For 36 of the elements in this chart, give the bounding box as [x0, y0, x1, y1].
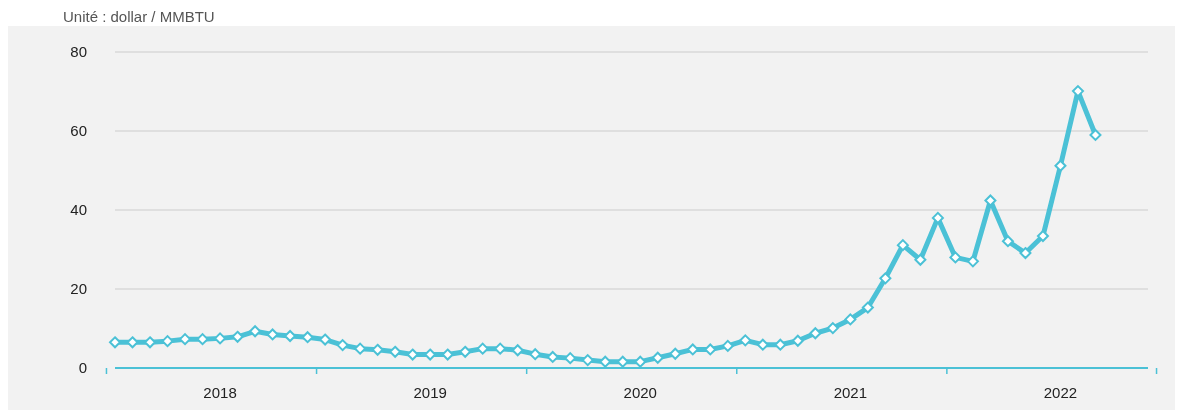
point: [1019, 247, 1032, 260]
point: [914, 253, 927, 266]
point: [669, 347, 682, 360]
point: [739, 334, 752, 347]
point: [826, 322, 839, 335]
point: [1001, 235, 1014, 248]
y-tick-label: 40: [70, 201, 87, 219]
y-tick-label: 80: [70, 43, 87, 61]
x-tick-label: 2020: [623, 384, 657, 401]
point: [319, 333, 332, 346]
point: [266, 328, 279, 341]
point: [879, 272, 892, 285]
y-tick-label: 20: [70, 280, 87, 298]
point: [109, 336, 121, 349]
point: [966, 255, 979, 268]
chart-subtitle: Unité : dollar / MMBTU: [62, 8, 216, 26]
point: [791, 334, 804, 347]
point: [809, 327, 822, 340]
x-tick-label: 2018: [203, 384, 237, 401]
point: [896, 239, 909, 252]
y-tick-label: 0: [78, 359, 87, 377]
x-tick-label: 2019: [413, 384, 447, 401]
point: [336, 339, 349, 352]
point: [529, 348, 542, 361]
x-tick-label: 2021: [833, 384, 868, 401]
point: [721, 339, 734, 352]
point: [1054, 159, 1067, 172]
point: [861, 301, 874, 314]
point: [1089, 128, 1102, 141]
x-tick-label: 2022: [1043, 384, 1078, 401]
y-tick-label: 60: [70, 122, 87, 140]
point: [949, 251, 962, 264]
point: [459, 345, 472, 358]
point: [1036, 230, 1049, 243]
point: [844, 313, 857, 326]
point: [651, 351, 664, 364]
